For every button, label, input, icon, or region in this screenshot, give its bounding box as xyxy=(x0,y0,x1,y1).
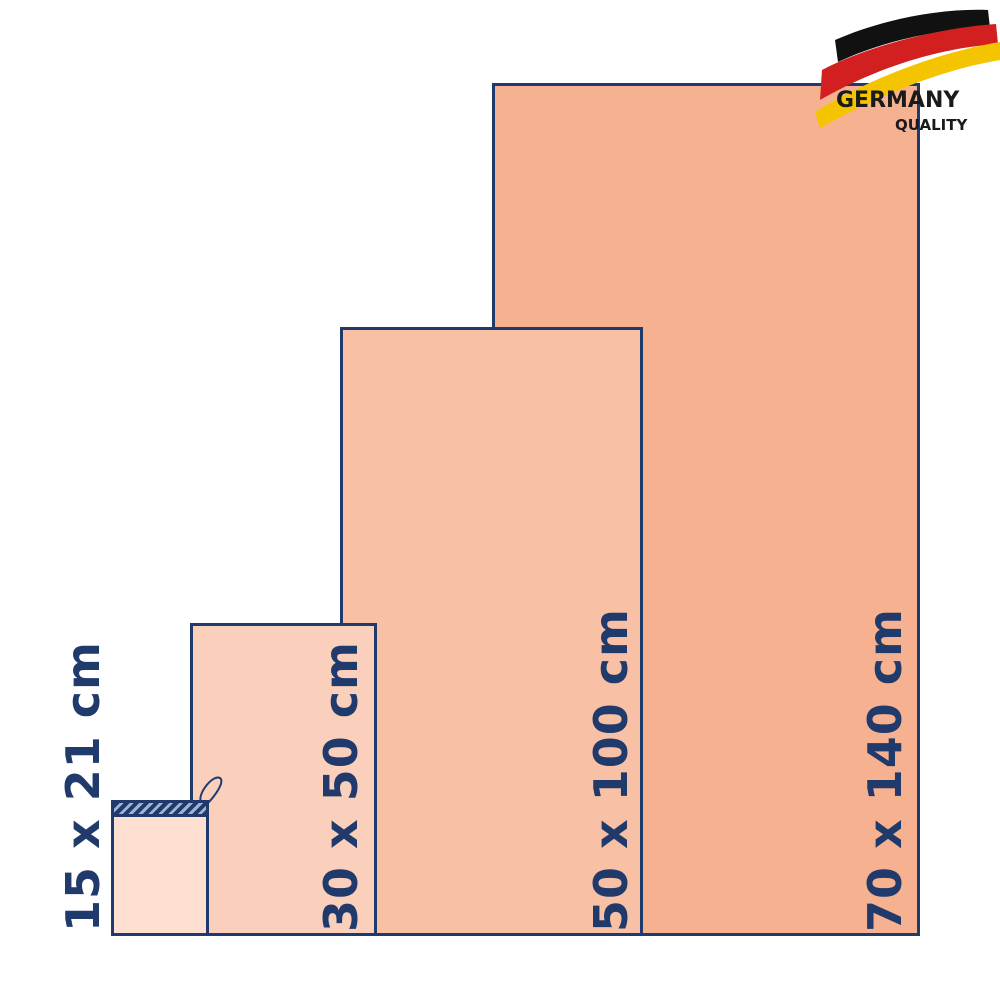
size-label-30x50: 30 x 50 cm xyxy=(314,641,368,932)
size-label-50x100: 50 x 100 cm xyxy=(584,608,638,932)
towel-50x100 xyxy=(340,327,643,936)
pouch-loop-icon xyxy=(199,776,223,805)
logo-line1: GERMANY xyxy=(836,88,960,113)
german-flag-brush-icon xyxy=(815,9,1000,128)
pouch-15x21 xyxy=(111,813,209,936)
pouch-hatched-band xyxy=(111,800,209,817)
logo-line2: QUALITY xyxy=(895,116,968,134)
size-label-70x140: 70 x 140 cm xyxy=(858,608,912,932)
size-label-15x21: 15 x 21 cm xyxy=(56,641,110,932)
germany-quality-logo: GERMANY QUALITY xyxy=(800,0,1000,150)
